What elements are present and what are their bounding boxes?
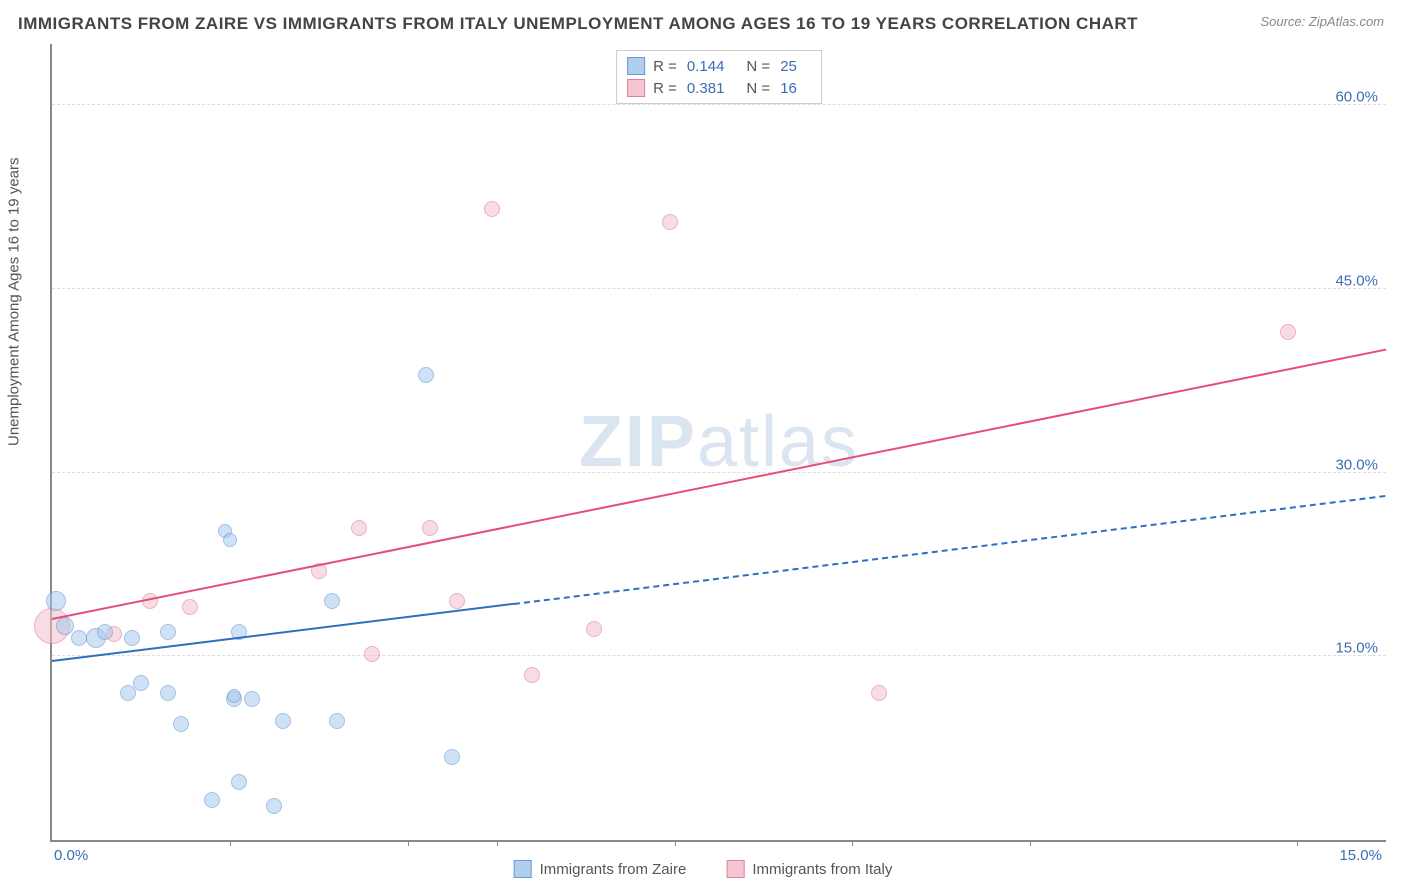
- scatter-point-zaire: [46, 591, 66, 611]
- source-label: Source: ZipAtlas.com: [1260, 14, 1384, 29]
- scatter-point-zaire: [124, 630, 140, 646]
- scatter-point-italy: [182, 599, 198, 615]
- chart-title: IMMIGRANTS FROM ZAIRE VS IMMIGRANTS FROM…: [18, 14, 1138, 34]
- r-label-italy: R =: [653, 80, 677, 97]
- stat-legend: R = 0.144 N = 25 R = 0.381 N = 16: [616, 50, 822, 104]
- r-value-italy: 0.381: [687, 80, 725, 97]
- scatter-point-zaire: [275, 713, 291, 729]
- x-tick: [230, 840, 231, 846]
- y-tick-label: 15.0%: [1335, 640, 1378, 657]
- scatter-point-italy: [364, 646, 380, 662]
- n-label-zaire: N =: [746, 58, 770, 75]
- legend-label-italy: Immigrants from Italy: [752, 861, 892, 878]
- scatter-point-italy: [524, 667, 540, 683]
- r-label-zaire: R =: [653, 58, 677, 75]
- scatter-point-zaire: [444, 749, 460, 765]
- x-tick: [675, 840, 676, 846]
- scatter-point-zaire: [173, 716, 189, 732]
- x-tick: [1297, 840, 1298, 846]
- scatter-point-zaire: [133, 675, 149, 691]
- scatter-point-zaire: [204, 792, 220, 808]
- stat-legend-row-italy: R = 0.381 N = 16: [627, 77, 811, 99]
- legend-item-zaire: Immigrants from Zaire: [514, 860, 687, 878]
- gridline: [52, 288, 1386, 289]
- n-label-italy: N =: [746, 80, 770, 97]
- scatter-point-zaire: [324, 593, 340, 609]
- r-value-zaire: 0.144: [687, 58, 725, 75]
- x-tick: [852, 840, 853, 846]
- x-tick: [497, 840, 498, 846]
- legend-item-italy: Immigrants from Italy: [726, 860, 892, 878]
- scatter-point-zaire: [71, 630, 87, 646]
- scatter-point-italy: [484, 201, 500, 217]
- gridline: [52, 655, 1386, 656]
- gridline: [52, 472, 1386, 473]
- x-tick-label-max: 15.0%: [1339, 847, 1382, 864]
- x-tick: [1030, 840, 1031, 846]
- scatter-point-zaire: [227, 689, 241, 703]
- scatter-point-zaire: [160, 685, 176, 701]
- scatter-point-zaire: [97, 624, 113, 640]
- scatter-point-italy: [871, 685, 887, 701]
- scatter-point-italy: [449, 593, 465, 609]
- swatch-italy: [627, 79, 645, 97]
- y-tick-label: 30.0%: [1335, 456, 1378, 473]
- trend-line-zaire-dashed: [514, 495, 1386, 605]
- scatter-point-zaire: [160, 624, 176, 640]
- scatter-point-italy: [351, 520, 367, 536]
- n-value-italy: 16: [780, 80, 797, 97]
- watermark-bold: ZIP: [579, 402, 697, 482]
- swatch-zaire-bottom: [514, 860, 532, 878]
- watermark-rest: atlas: [697, 402, 859, 482]
- y-tick-label: 45.0%: [1335, 272, 1378, 289]
- scatter-point-zaire: [418, 367, 434, 383]
- legend-label-zaire: Immigrants from Zaire: [540, 861, 687, 878]
- swatch-italy-bottom: [726, 860, 744, 878]
- scatter-point-zaire: [244, 691, 260, 707]
- y-tick-label: 60.0%: [1335, 89, 1378, 106]
- scatter-point-italy: [662, 214, 678, 230]
- scatter-point-zaire: [266, 798, 282, 814]
- scatter-point-italy: [586, 621, 602, 637]
- scatter-point-zaire: [223, 533, 237, 547]
- y-axis-label: Unemployment Among Ages 16 to 19 years: [6, 157, 23, 446]
- stat-legend-row-zaire: R = 0.144 N = 25: [627, 55, 811, 77]
- scatter-point-italy: [422, 520, 438, 536]
- x-tick: [408, 840, 409, 846]
- chart-container: IMMIGRANTS FROM ZAIRE VS IMMIGRANTS FROM…: [0, 0, 1406, 892]
- scatter-point-italy: [1280, 324, 1296, 340]
- bottom-legend: Immigrants from Zaire Immigrants from It…: [514, 860, 893, 878]
- scatter-point-zaire: [329, 713, 345, 729]
- plot-area: ZIPatlas R = 0.144 N = 25 R = 0.381 N = …: [50, 44, 1386, 842]
- n-value-zaire: 25: [780, 58, 797, 75]
- swatch-zaire: [627, 57, 645, 75]
- gridline: [52, 104, 1386, 105]
- x-tick-label-min: 0.0%: [54, 847, 88, 864]
- scatter-point-zaire: [231, 774, 247, 790]
